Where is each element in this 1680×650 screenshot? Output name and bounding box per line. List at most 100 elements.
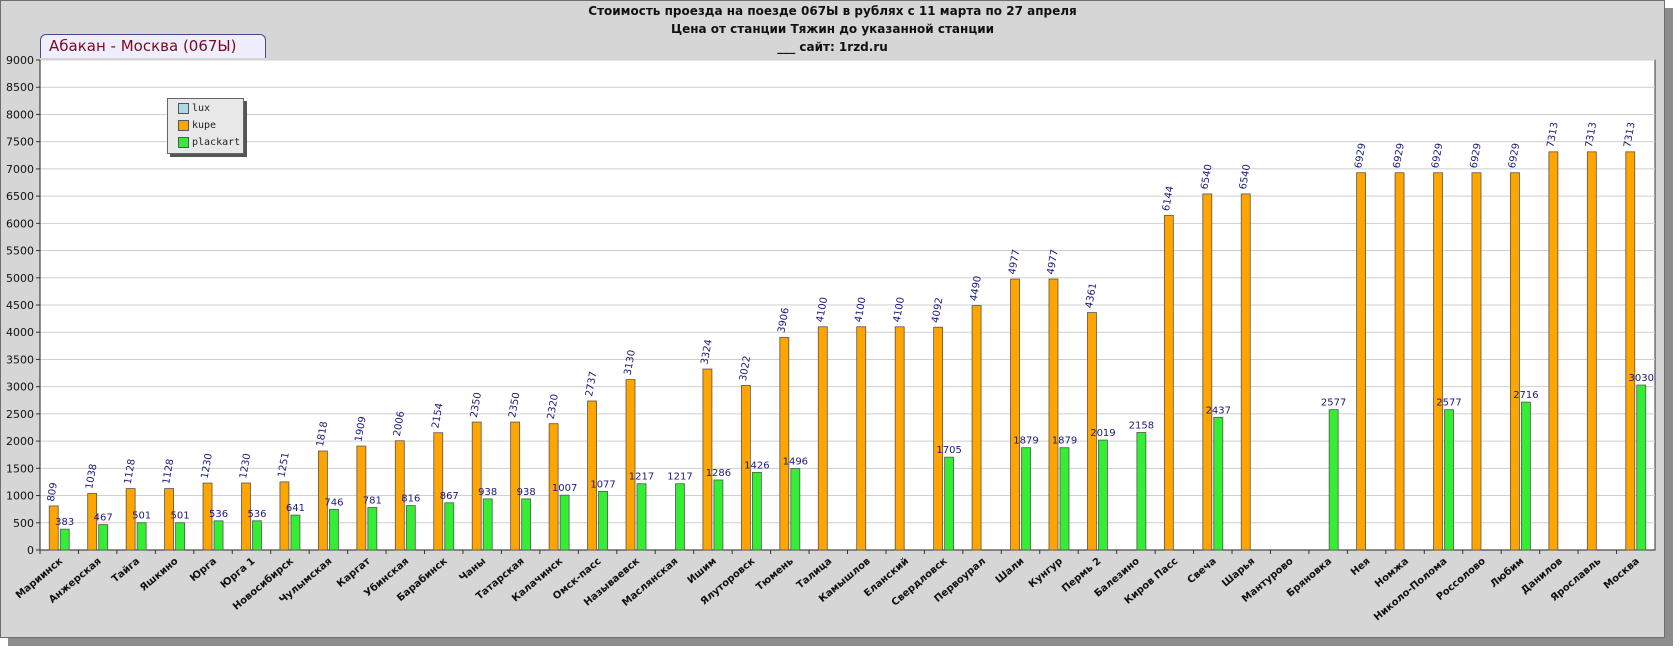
x-tick-label: Москва xyxy=(1602,556,1642,592)
value-label-kupe: 1128 xyxy=(123,458,138,485)
value-label-kupe: 1230 xyxy=(238,453,253,480)
value-label-kupe: 1230 xyxy=(200,453,215,480)
y-tick-label: 9000 xyxy=(6,54,34,67)
value-label-kupe: 2006 xyxy=(392,410,407,437)
bar-kupe xyxy=(933,326,944,551)
y-tick-label: 8000 xyxy=(6,108,34,121)
bar-plackart xyxy=(713,479,724,551)
value-label-kupe: 4092 xyxy=(930,297,945,324)
y-tick-label: 5000 xyxy=(6,272,34,285)
bar-kupe xyxy=(1433,172,1443,551)
bar-plackart xyxy=(1444,409,1454,551)
value-label-kupe: 6929 xyxy=(1430,142,1445,169)
legend-label-lux: lux xyxy=(192,103,211,114)
legend-item-lux: lux xyxy=(178,102,210,115)
y-tick-label: 2000 xyxy=(6,435,34,448)
legend-swatch-lux xyxy=(178,102,189,114)
bar-kupe xyxy=(433,432,444,551)
value-label-kupe: 2154 xyxy=(430,402,445,429)
value-label-plackart: 536 xyxy=(209,509,228,520)
value-label-kupe: 4100 xyxy=(892,296,907,323)
y-tick-label: 1000 xyxy=(6,490,34,503)
bar-plackart xyxy=(1636,384,1647,551)
value-label-plackart: 501 xyxy=(171,511,190,522)
bar-plackart xyxy=(1521,401,1531,551)
bar-kupe xyxy=(625,379,636,551)
bar-kupe xyxy=(394,440,405,551)
bar-kupe xyxy=(1510,172,1520,551)
bar-kupe xyxy=(587,400,597,551)
legend-swatch-plackart xyxy=(178,136,189,148)
value-label-plackart: 2577 xyxy=(1321,398,1346,409)
bar-kupe xyxy=(1394,172,1405,551)
bar-kupe xyxy=(510,421,521,551)
value-label-kupe: 3324 xyxy=(700,339,715,366)
bar-plackart xyxy=(944,456,955,551)
bar-kupe xyxy=(87,493,98,551)
value-label-kupe: 2350 xyxy=(507,392,522,419)
value-label-kupe: 7313 xyxy=(1545,121,1560,148)
value-label-plackart: 938 xyxy=(478,487,497,498)
value-label-plackart: 1496 xyxy=(783,457,808,468)
value-label-kupe: 6929 xyxy=(1392,142,1407,169)
y-tick-label: 6500 xyxy=(6,190,34,203)
bar-kupe xyxy=(1010,278,1020,551)
bar-kupe xyxy=(1163,215,1174,551)
bar-kupe xyxy=(356,445,367,551)
value-label-plackart: 746 xyxy=(324,497,343,508)
bar-plackart xyxy=(559,494,570,551)
x-tick-label: Юрга 1 xyxy=(219,556,258,591)
value-label-kupe: 6929 xyxy=(1507,142,1522,169)
bar-plackart xyxy=(59,528,70,551)
value-label-plackart: 816 xyxy=(401,494,420,505)
bar-kupe xyxy=(1087,312,1097,551)
bar-kupe xyxy=(241,482,251,551)
value-label-kupe: 4977 xyxy=(1007,249,1022,276)
value-label-kupe: 4361 xyxy=(1084,282,1099,309)
bar-kupe xyxy=(1625,151,1636,551)
x-tick-label: Любим xyxy=(1488,555,1527,590)
bar-plackart xyxy=(751,471,762,551)
legend-item-kupe: kupe xyxy=(178,119,216,132)
x-tick-label: Тайга xyxy=(110,556,142,585)
bar-plackart xyxy=(367,507,378,551)
bar-kupe xyxy=(1586,151,1597,551)
value-label-kupe: 3022 xyxy=(738,355,753,382)
route-label: Абакан - Москва (067Ы) xyxy=(40,34,266,58)
x-tick-label: Кунгур xyxy=(1027,556,1065,590)
bar-kupe xyxy=(1548,151,1559,551)
bar-plackart xyxy=(252,520,262,551)
value-label-plackart: 383 xyxy=(55,517,74,528)
bar-plackart xyxy=(521,498,532,551)
bar-kupe xyxy=(1048,278,1059,551)
bar-kupe xyxy=(125,488,136,551)
bar-plackart xyxy=(1021,447,1031,551)
x-tick-label: Яшкино xyxy=(138,556,180,594)
x-tick-label: Свеча xyxy=(1186,556,1219,586)
bar-kupe xyxy=(1240,193,1251,551)
bar-plackart xyxy=(444,502,455,551)
value-label-kupe: 1038 xyxy=(84,463,99,490)
value-label-kupe: 6540 xyxy=(1238,163,1253,190)
bar-plackart xyxy=(675,483,685,551)
bar-kupe xyxy=(164,488,174,551)
value-label-plackart: 1286 xyxy=(706,468,731,479)
legend-item-plackart: plackart xyxy=(178,136,240,149)
y-tick-label: 4500 xyxy=(6,299,34,312)
value-label-plackart: 2437 xyxy=(1206,405,1231,416)
value-label-kupe: 6929 xyxy=(1353,142,1368,169)
value-label-kupe: 4977 xyxy=(1046,249,1061,276)
bar-plackart xyxy=(1213,416,1224,551)
value-label-kupe: 2320 xyxy=(546,393,561,420)
bar-kupe xyxy=(548,423,559,551)
value-label-kupe: 3130 xyxy=(623,349,638,376)
bar-plackart xyxy=(98,524,109,551)
value-label-plackart: 1077 xyxy=(590,479,615,490)
value-label-kupe: 4100 xyxy=(853,296,868,323)
value-label-kupe: 1128 xyxy=(161,458,176,485)
x-tick-label: Чаны xyxy=(457,556,488,584)
bar-kupe xyxy=(894,326,905,551)
x-tick-label: Шарья xyxy=(1220,556,1257,590)
value-label-kupe: 4490 xyxy=(969,275,984,302)
bar-kupe xyxy=(702,368,713,551)
